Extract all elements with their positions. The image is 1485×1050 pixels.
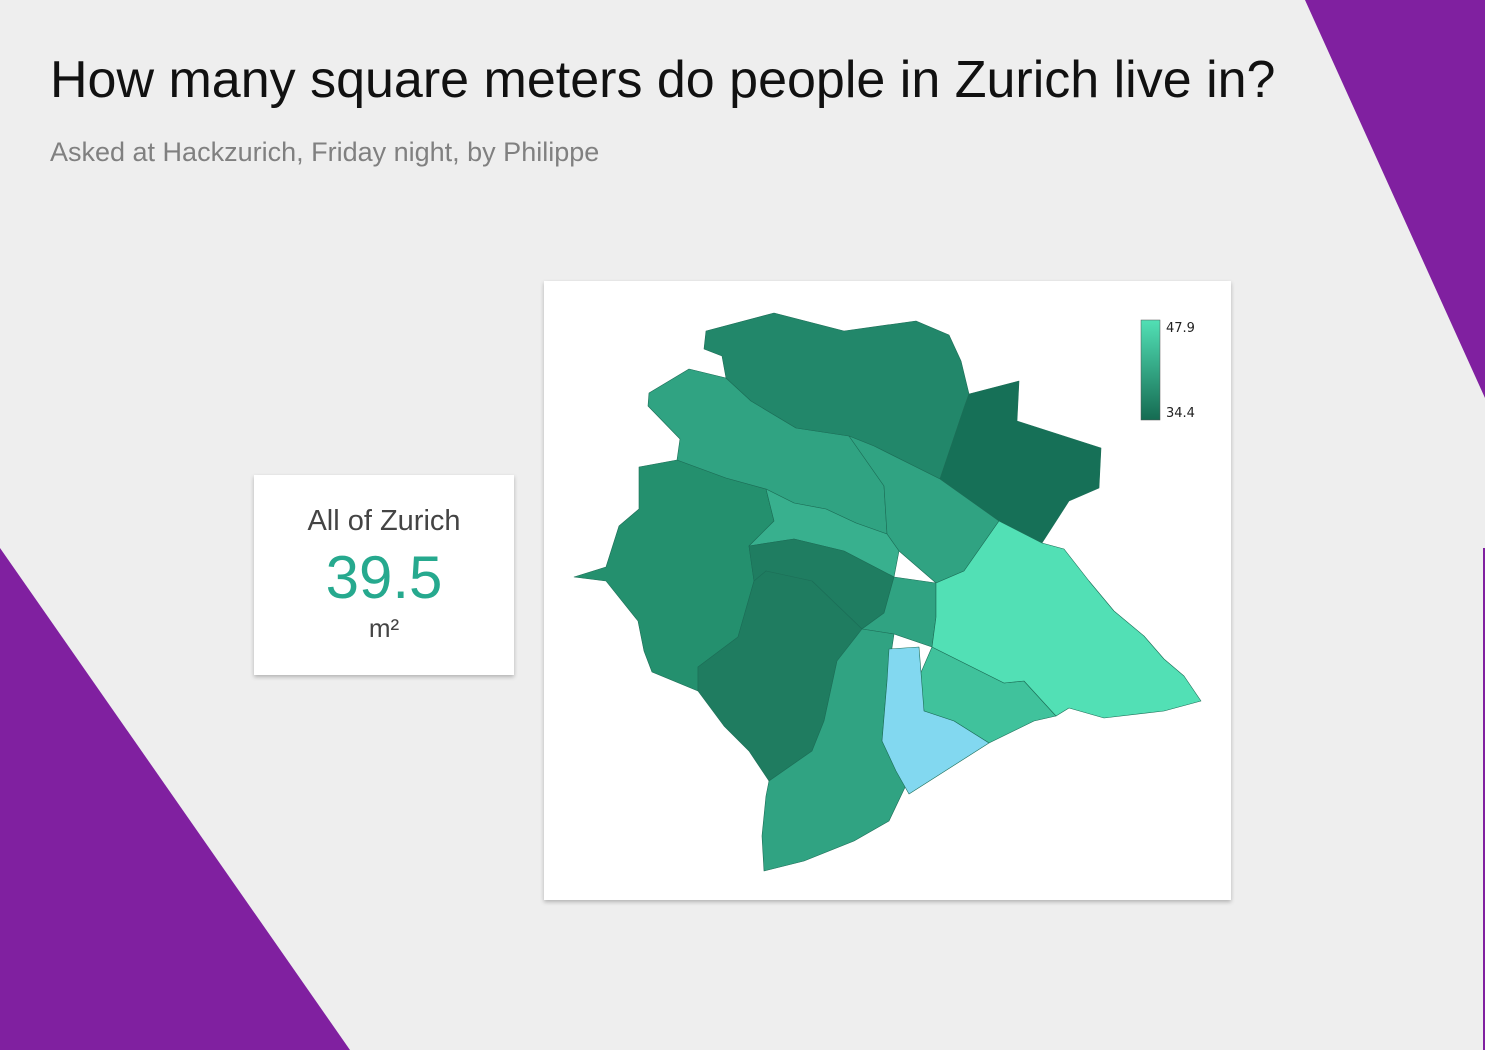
district-lakeside[interactable] [881,646,990,795]
summary-label: All of Zurich [307,505,461,537]
purple-stripe-top-right [1305,0,1485,398]
district-east[interactable] [931,520,1202,719]
page-subtitle: Asked at Hackzurich, Friday night, by Ph… [50,137,600,167]
district-northeast[interactable] [939,380,1102,544]
page-title: How many square meters do people in Zuri… [50,51,1276,109]
purple-stripe-bottom-left [0,548,350,1050]
summary-value: 39.5 [325,544,443,611]
summary-unit: m² [368,613,400,643]
legend-color-bar [1140,319,1161,421]
legend-min-label: 34.4 [1166,406,1195,421]
legend-max-label: 47.9 [1166,321,1195,336]
district-central-band[interactable] [748,488,900,578]
summary-card: All of Zurich 39.5 m² [254,475,514,675]
zurich-district-map: 47.9 34.4 [573,312,1202,872]
map-card: 47.9 34.4 [544,281,1231,900]
